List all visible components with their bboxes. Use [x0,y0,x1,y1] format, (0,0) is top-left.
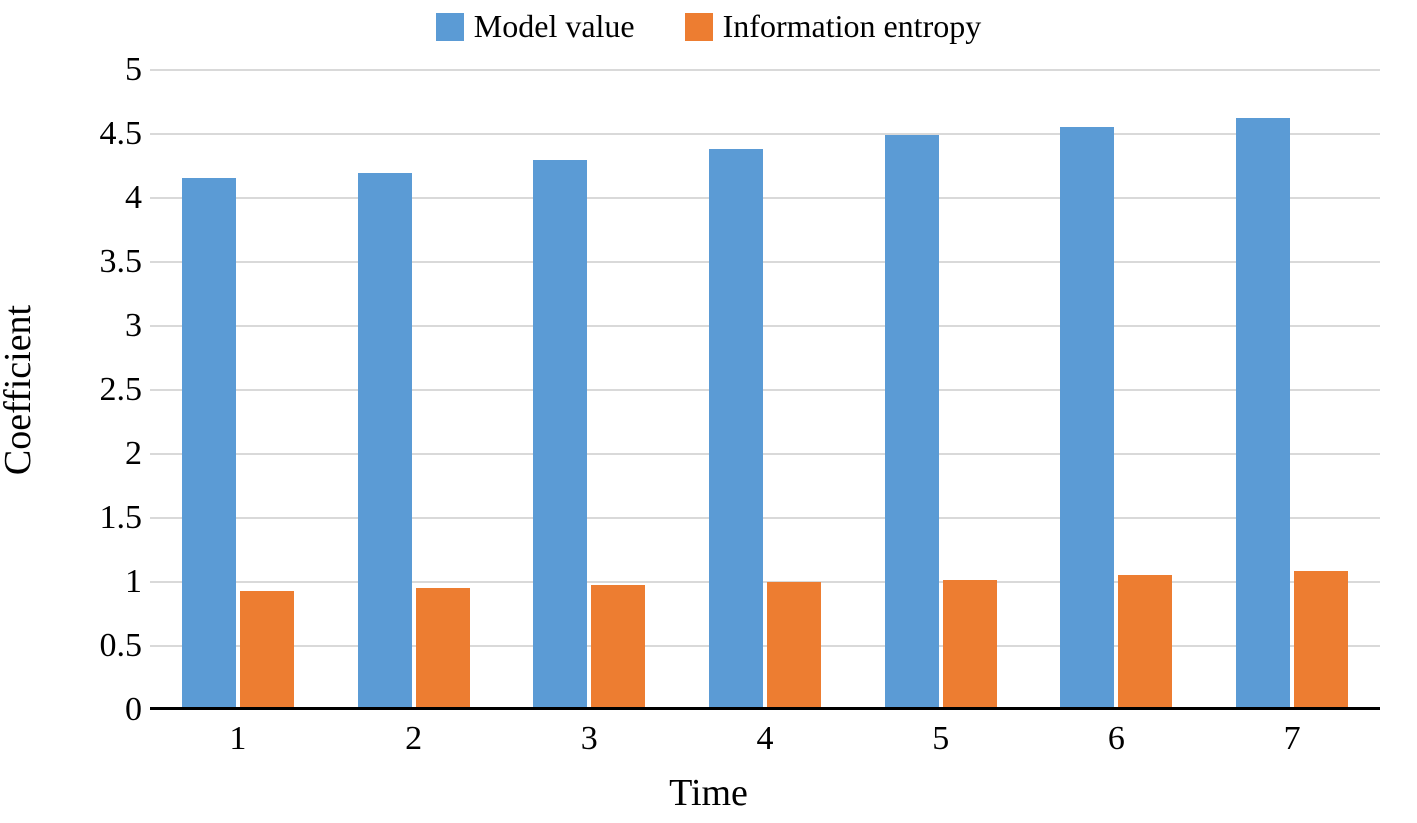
bar [885,135,939,707]
y-tick-label: 1 [125,563,142,601]
legend-item-information-entropy: Information entropy [685,8,982,45]
y-tick-label: 5 [125,51,142,89]
x-tick-label: 5 [932,720,949,758]
bar [1118,575,1172,707]
x-tick-label: 3 [581,720,598,758]
bar [1060,127,1114,707]
bar [358,173,412,707]
bar [591,585,645,707]
legend-swatch [685,13,713,41]
y-tick-label: 3.5 [100,243,143,281]
bar-group [182,178,294,707]
bar [416,588,470,707]
legend-swatch [436,13,464,41]
bar [1236,118,1290,707]
y-tick-label: 1.5 [100,499,143,537]
bar [709,149,763,707]
y-tick-label: 4 [125,179,142,217]
bar-group [358,173,470,707]
y-tick-label: 4.5 [100,115,143,153]
y-tick-label: 3 [125,307,142,345]
bar-group [709,149,821,707]
x-axis-title: Time [0,771,1417,815]
bars-layer [150,70,1380,707]
bar-group [1236,118,1348,707]
bar-group [533,160,645,707]
bar [943,580,997,707]
bar [240,591,294,707]
legend-item-model-value: Model value [436,8,635,45]
chart-legend: Model value Information entropy [0,8,1417,45]
legend-label: Model value [474,8,635,45]
plot-area [150,70,1380,710]
y-tick-label: 0.5 [100,627,143,665]
y-axis-title: Coefficient [0,305,40,475]
x-tick-label: 1 [229,720,246,758]
x-tick-label: 4 [757,720,774,758]
x-tick-label: 2 [405,720,422,758]
bar-group [1060,127,1172,707]
bar [533,160,587,707]
x-tick-label: 7 [1284,720,1301,758]
chart-container: Model value Information entropy Coeffici… [0,0,1417,823]
y-tick-label: 2 [125,435,142,473]
y-tick-label: 2.5 [100,371,143,409]
bar [182,178,236,707]
bar [767,582,821,707]
y-tick-label: 0 [125,691,142,729]
bar-group [885,135,997,707]
x-tick-label: 6 [1108,720,1125,758]
legend-label: Information entropy [723,8,982,45]
bar [1294,571,1348,707]
